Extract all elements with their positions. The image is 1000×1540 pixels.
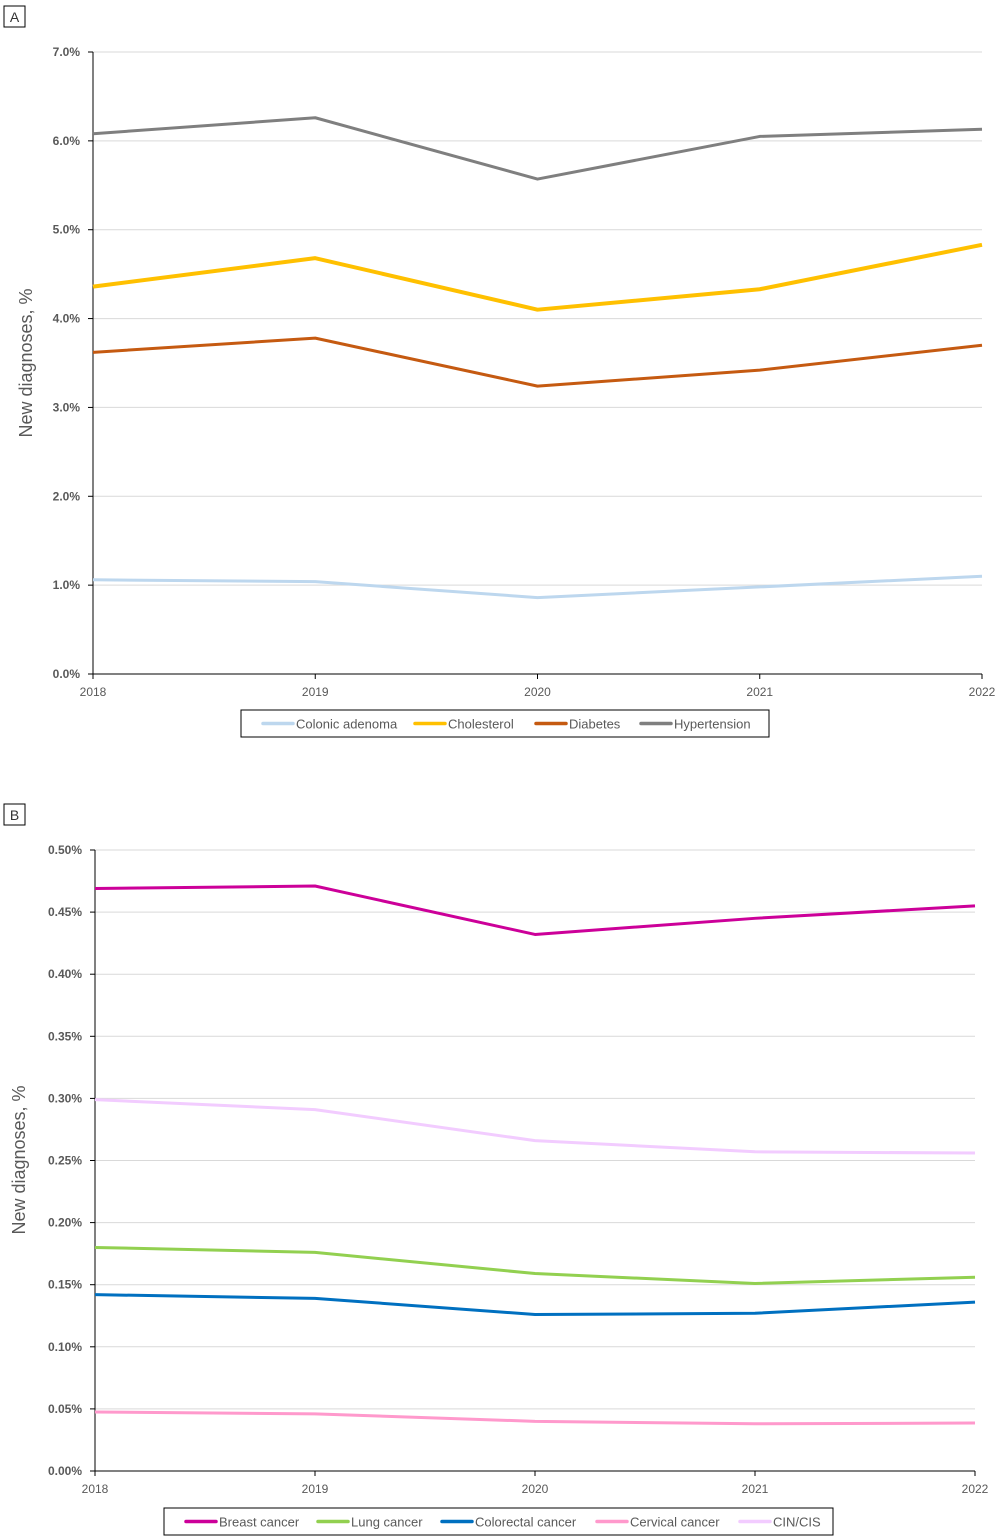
y-tick-label: 0.10%	[48, 1340, 82, 1354]
chart-panel-A: A 0.0% 1.0% 2.0% 3.0% 4.0% 5.0% 6.0% 7.0% 2018 201…	[3, 5, 996, 738]
series-line-breast-cancer	[94, 884, 976, 936]
y-tick-label: 0.50%	[48, 843, 82, 857]
series-line-cholesterol	[92, 242, 983, 312]
series-line-cervical-cancer	[94, 1410, 976, 1426]
x-tick-label: 2020	[522, 1482, 549, 1496]
panel-label-box	[3, 803, 26, 826]
series-line-colorectal-cancer	[94, 1293, 976, 1317]
y-tick-label: 4.0%	[53, 312, 81, 326]
series-line-diabetes	[92, 336, 983, 388]
x-tick-label: 2021	[742, 1482, 769, 1496]
y-tick-label: 0.0%	[53, 667, 81, 681]
legend-box	[240, 709, 770, 738]
x-tick-label: 2018	[82, 1482, 109, 1496]
x-tick-label: 2018	[80, 685, 107, 699]
chart-panel-B: B 0.00% 0.05% 0.10% 0.15% 0.20% 0.25% 0.30% 0.35…	[3, 803, 989, 1536]
series-line-cin-cis	[94, 1098, 976, 1155]
y-tick-label: 0.35%	[48, 1029, 82, 1043]
series-line-lung-cancer	[94, 1245, 976, 1285]
legend-label: Hypertension	[674, 717, 751, 732]
y-tick-label: 0.45%	[48, 905, 82, 919]
y-tick-label: 0.15%	[48, 1278, 82, 1292]
y-tick-label: 0.40%	[48, 967, 82, 981]
y-tick-label: 0.25%	[48, 1154, 82, 1168]
legend-label: Lung cancer	[351, 1515, 423, 1530]
y-axis-label: New diagnoses, %	[16, 288, 36, 437]
x-tick-label: 2019	[302, 1482, 329, 1496]
legend-label: Diabetes	[569, 717, 621, 732]
legend-label: CIN/CIS	[773, 1515, 821, 1530]
legend-box	[163, 1507, 834, 1536]
legend: Colonic adenoma Cholesterol Diabetes Hypert…	[240, 709, 770, 738]
legend-label: Colonic adenoma	[296, 717, 398, 732]
y-tick-label: 0.00%	[48, 1464, 82, 1478]
legend-label: Colorectal cancer	[475, 1515, 577, 1530]
x-tick-label: 2021	[746, 685, 773, 699]
y-tick-label: 0.20%	[48, 1216, 82, 1230]
y-tick-label: 0.30%	[48, 1091, 82, 1105]
legend-label: Cholesterol	[448, 717, 514, 732]
x-tick-label: 2022	[969, 685, 996, 699]
x-tick-label: 2020	[524, 685, 551, 699]
y-tick-label: 5.0%	[53, 223, 81, 237]
x-tick-label: 2019	[302, 685, 329, 699]
y-tick-label: 7.0%	[53, 45, 81, 59]
x-tick-label: 2022	[962, 1482, 989, 1496]
y-tick-label: 0.05%	[48, 1402, 82, 1416]
panel-label-box	[3, 5, 26, 28]
y-axis-label: New diagnoses, %	[9, 1085, 29, 1234]
y-tick-label: 2.0%	[53, 489, 81, 503]
panel-label: B	[10, 807, 19, 823]
y-tick-label: 1.0%	[53, 578, 81, 592]
y-tick-label: 3.0%	[53, 400, 81, 414]
legend-label: Cervical cancer	[630, 1515, 720, 1530]
legend-label: Breast cancer	[219, 1515, 300, 1530]
series-line-colonic-adenoma	[92, 574, 983, 600]
y-tick-label: 6.0%	[53, 134, 81, 148]
panel-label: A	[10, 9, 20, 25]
legend: Breast cancer Lung cancer Colorectal cance…	[163, 1507, 834, 1536]
series-line-hypertension	[92, 116, 983, 181]
